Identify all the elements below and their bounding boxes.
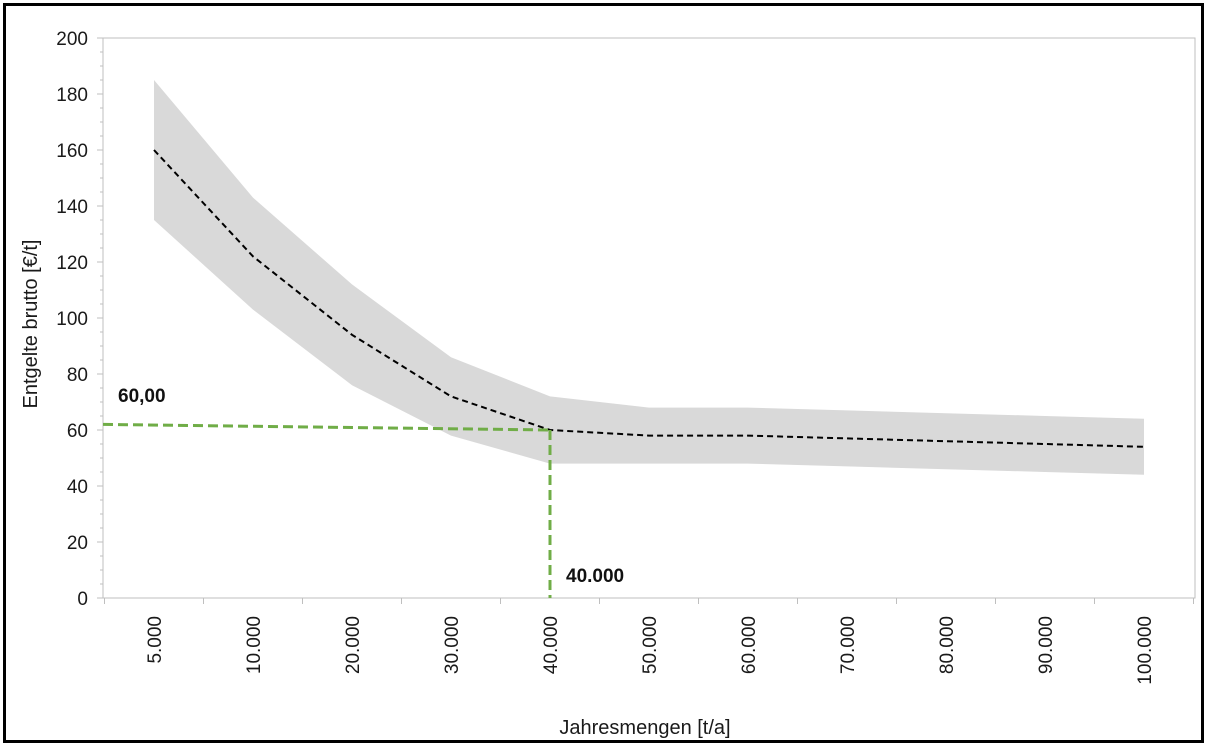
x-tick-label: 90.000 [1036, 616, 1057, 674]
x-tick-label: 40.000 [541, 616, 562, 674]
x-tick-label: 80.000 [937, 616, 958, 674]
y-tick-label: 200 [56, 29, 88, 50]
series-line [153, 149, 1145, 448]
x-tick-label: 30.000 [442, 616, 463, 674]
x-tick-label: 60.000 [739, 616, 760, 674]
y-axis-title: Entgelte brutto [€/t] [20, 240, 42, 409]
y-tick-label: 120 [56, 253, 88, 274]
reference-x-annotation: 40.000 [566, 566, 624, 587]
y-tick-label: 160 [56, 141, 88, 162]
x-tick-label: 100.000 [1135, 616, 1156, 685]
x-axis-title: Jahresmengen [t/a] [559, 717, 730, 739]
y-tick-label: 20 [67, 533, 88, 554]
x-tick-label: 70.000 [838, 616, 859, 674]
y-tick-label: 80 [67, 365, 88, 386]
range-band [154, 80, 1144, 475]
x-tick-label: 50.000 [640, 616, 661, 674]
plot-area: 0 20 40 60 80 100 120 140 160 180 200 5.000 10.000 20… [56, 29, 1196, 685]
y-tick-label: 0 [77, 589, 88, 610]
y-tick-label: 100 [56, 309, 88, 330]
y-tick-label: 140 [56, 197, 88, 218]
x-tick-label: 20.000 [343, 616, 364, 674]
reference-y-annotation: 60,00 [118, 386, 166, 407]
y-tick-label: 40 [67, 477, 88, 498]
chart-frame: 0 20 40 60 80 100 120 140 160 180 200 5.000 10.000 20… [3, 3, 1204, 743]
x-tick-label: 10.000 [244, 616, 265, 674]
chart: 0 20 40 60 80 100 120 140 160 180 200 5.000 10.000 20… [20, 29, 1196, 739]
y-tick-label: 180 [56, 85, 88, 106]
x-tick-label: 5.000 [145, 616, 166, 664]
y-tick-label: 60 [67, 421, 88, 442]
